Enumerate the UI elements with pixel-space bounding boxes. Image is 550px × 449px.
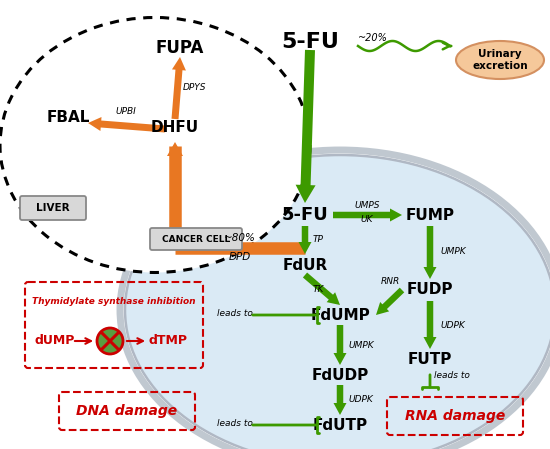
FancyBboxPatch shape	[20, 196, 86, 220]
Text: dTMP: dTMP	[148, 334, 188, 347]
FancyArrow shape	[295, 50, 316, 203]
Text: RNA damage: RNA damage	[405, 409, 505, 423]
FancyArrow shape	[424, 226, 437, 279]
Text: UMPK: UMPK	[348, 340, 373, 349]
Text: ~20%: ~20%	[358, 33, 388, 43]
Text: Thymidylate synthase inhibition: Thymidylate synthase inhibition	[32, 296, 196, 305]
Text: leads to: leads to	[217, 418, 253, 427]
Text: FUDP: FUDP	[407, 282, 453, 298]
FancyArrow shape	[376, 288, 404, 315]
Text: FdUMP: FdUMP	[310, 308, 370, 322]
Ellipse shape	[0, 18, 310, 273]
FancyArrow shape	[333, 325, 346, 365]
Text: dUMP: dUMP	[35, 334, 75, 347]
FancyArrow shape	[88, 117, 165, 132]
Circle shape	[97, 328, 123, 354]
FancyArrow shape	[303, 273, 340, 305]
Text: ~80%: ~80%	[224, 233, 256, 243]
Text: FBAL: FBAL	[46, 110, 90, 126]
Text: leads to: leads to	[434, 371, 470, 380]
Text: FUTP: FUTP	[408, 352, 452, 367]
Text: LIVER: LIVER	[36, 203, 70, 213]
Text: 5-FU: 5-FU	[281, 32, 339, 52]
Text: UDPK: UDPK	[440, 321, 465, 330]
Text: CANCER CELL: CANCER CELL	[162, 234, 230, 243]
Text: DPYS: DPYS	[183, 83, 206, 92]
FancyArrow shape	[167, 142, 183, 156]
Text: UPBI: UPBI	[116, 107, 136, 116]
Text: FUMP: FUMP	[405, 207, 454, 223]
Text: DHFU: DHFU	[151, 119, 199, 135]
Text: RNR: RNR	[381, 277, 400, 286]
Text: UMPK: UMPK	[440, 247, 466, 256]
FancyArrow shape	[299, 226, 311, 254]
Text: FdUDP: FdUDP	[311, 367, 368, 383]
Ellipse shape	[456, 41, 544, 79]
Text: FdUR: FdUR	[282, 257, 328, 273]
Text: 5-FU: 5-FU	[282, 206, 328, 224]
FancyArrow shape	[333, 385, 346, 415]
FancyBboxPatch shape	[150, 228, 242, 250]
Text: UK: UK	[361, 216, 373, 224]
Text: excretion: excretion	[472, 61, 528, 71]
Text: UDPK: UDPK	[348, 396, 373, 405]
Text: DPD: DPD	[229, 252, 251, 262]
Text: Urinary: Urinary	[478, 49, 522, 59]
Text: UMPS: UMPS	[354, 201, 379, 210]
Text: FdUTP: FdUTP	[312, 418, 367, 432]
FancyArrow shape	[424, 301, 437, 349]
FancyArrow shape	[333, 208, 402, 221]
Text: DNA damage: DNA damage	[76, 404, 178, 418]
Text: TK: TK	[313, 286, 324, 295]
Ellipse shape	[125, 155, 550, 449]
Text: FUPA: FUPA	[156, 39, 204, 57]
Text: leads to: leads to	[217, 308, 253, 317]
Text: TP: TP	[313, 235, 324, 245]
FancyArrow shape	[172, 57, 186, 119]
